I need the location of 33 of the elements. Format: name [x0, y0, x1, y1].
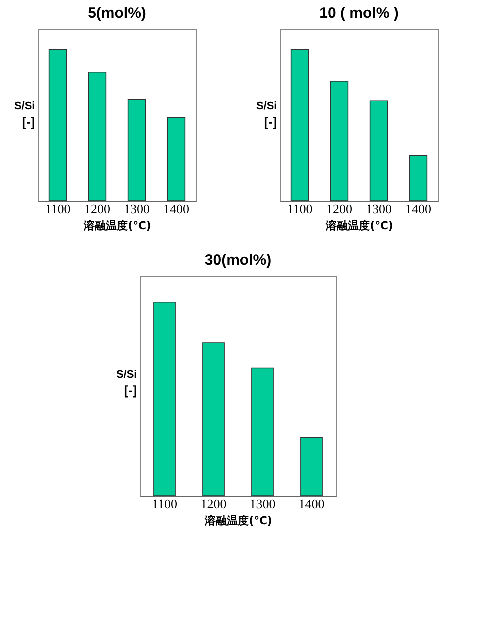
x-tick-label: 1100 — [152, 496, 178, 512]
bar — [290, 49, 310, 202]
bar — [300, 438, 323, 496]
bar — [202, 342, 225, 496]
x-tick-label: 1100 — [287, 202, 313, 216]
x-tick-label: 1300 — [250, 496, 276, 512]
x-tick-label: 1300 — [124, 202, 150, 216]
chart-title: 30(mol%) — [204, 252, 272, 269]
bar — [330, 81, 349, 202]
chart-title: 5(mol%) — [88, 5, 146, 22]
chart-title: 10 ( mol% ) — [320, 5, 399, 22]
x-tick-label: 1400 — [298, 496, 325, 512]
y-axis-title: S/Si [-] — [256, 100, 278, 130]
bar — [167, 117, 186, 202]
x-tick-label: 1400 — [406, 202, 432, 216]
x-axis-title: 溶融温度(℃) — [204, 514, 272, 528]
y-axis-title: S/Si [-] — [14, 100, 36, 130]
bar — [409, 155, 428, 202]
bar — [252, 368, 274, 496]
bar — [48, 49, 68, 202]
x-axis-title: 溶融温度(℃) — [325, 220, 394, 232]
bar — [154, 302, 176, 496]
x-tick-label: 1400 — [164, 202, 190, 216]
x-tick-label: 1200 — [84, 202, 110, 216]
x-axis-title: 溶融温度(℃) — [83, 220, 152, 232]
bar — [128, 99, 146, 202]
x-tick-label: 1300 — [366, 202, 392, 216]
x-tick-label: 1100 — [45, 202, 71, 216]
x-tick-label: 1200 — [200, 496, 227, 512]
x-tick-label: 1200 — [326, 202, 352, 216]
y-axis-title: S/Si [-] — [116, 369, 138, 398]
bar — [370, 100, 388, 202]
bar — [88, 72, 107, 202]
